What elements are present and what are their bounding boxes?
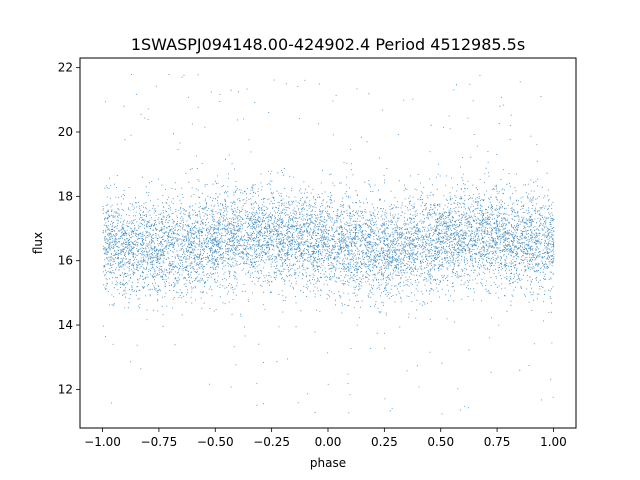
x-tick-label: 0.25 xyxy=(371,435,398,449)
y-tick-label: 20 xyxy=(58,125,73,139)
scatter-points xyxy=(102,74,555,415)
x-tick-label: 0.50 xyxy=(427,435,454,449)
y-axis-ticks: 12 14 16 18 20 22 xyxy=(58,61,80,396)
x-tick-label: −0.25 xyxy=(253,435,290,449)
x-axis-label: phase xyxy=(310,456,346,470)
x-tick-label: −1.00 xyxy=(84,435,121,449)
x-tick-label: −0.75 xyxy=(141,435,178,449)
y-axis-label: flux xyxy=(31,232,45,254)
x-axis-ticks: −1.00 −0.75 −0.50 −0.25 0.00 0.25 0.50 0.75 1.00 xyxy=(84,428,567,449)
x-tick-label: 0.75 xyxy=(484,435,511,449)
y-tick-label: 12 xyxy=(58,382,73,396)
scatter-point-cloud xyxy=(102,74,555,415)
y-tick-label: 18 xyxy=(58,189,73,203)
x-tick-label: 1.00 xyxy=(540,435,567,449)
y-tick-label: 22 xyxy=(58,61,73,75)
y-tick-label: 16 xyxy=(58,254,73,268)
y-tick-label: 14 xyxy=(58,318,73,332)
plot-frame xyxy=(79,57,577,429)
x-tick-label: −0.50 xyxy=(197,435,234,449)
x-tick-label: 0.00 xyxy=(315,435,342,449)
chart-title: 1SWASPJ094148.00-424902.4 Period 4512985… xyxy=(131,35,525,54)
